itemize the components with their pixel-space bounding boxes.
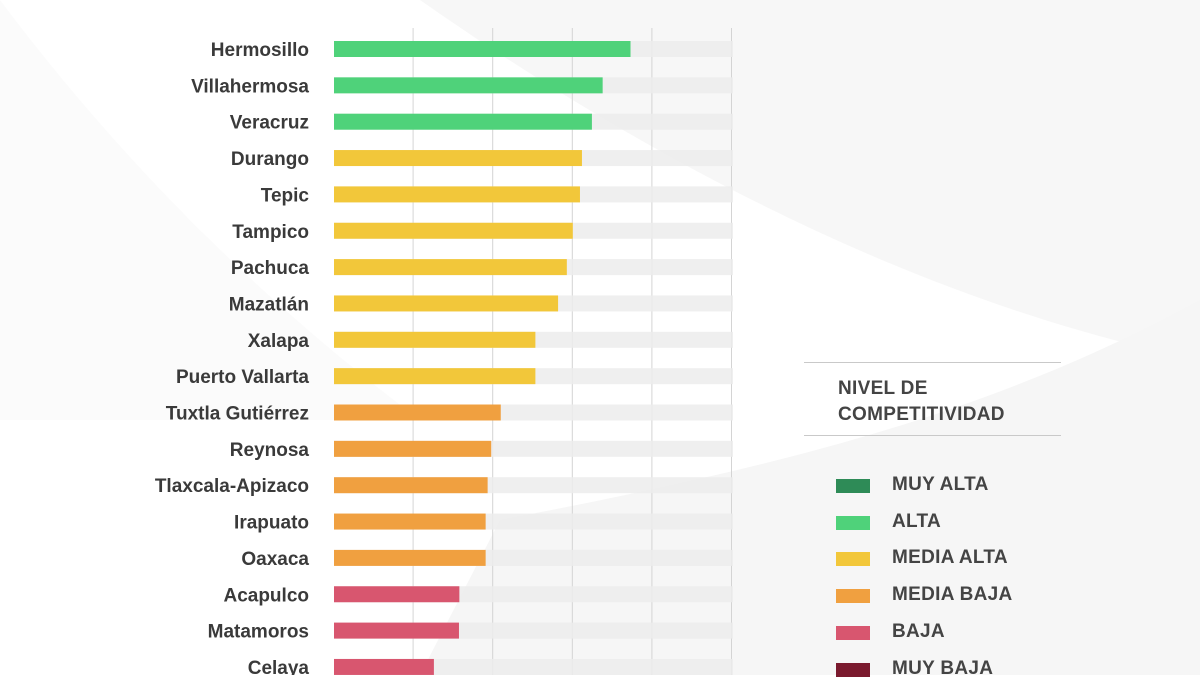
legend: NIVEL DE COMPETITIVIDAD MUY ALTA ALTA ME… bbox=[804, 362, 1062, 679]
category-labels: Hermosillo Villahermosa Veracruz Durango Tep… bbox=[155, 40, 310, 675]
bar-tracks bbox=[334, 41, 733, 675]
category-label-irapuato: Irapuato bbox=[234, 513, 309, 534]
category-label-tepic: Tepic bbox=[261, 185, 310, 206]
legend-label-alta: ALTA bbox=[892, 511, 942, 532]
bar-puerto-vallarta bbox=[334, 368, 536, 385]
legend-item-media-alta: MEDIA ALTA bbox=[836, 546, 1066, 570]
legend-swatch-media-alta bbox=[836, 552, 870, 566]
bar-chart: Hermosillo Villahermosa Veracruz Durango Tep… bbox=[155, 28, 733, 675]
bar-tampico bbox=[334, 222, 573, 239]
bar-mazatlan bbox=[334, 295, 559, 312]
category-label-durango: Durango bbox=[231, 149, 309, 170]
bar-tuxtla-gutierrez bbox=[334, 404, 501, 421]
category-label-matamoros: Matamoros bbox=[208, 622, 309, 643]
bar-matamoros bbox=[334, 622, 459, 639]
category-label-hermosillo: Hermosillo bbox=[211, 40, 309, 61]
legend-item-alta: ALTA bbox=[836, 510, 1066, 534]
category-label-tlaxcala-apizaco: Tlaxcala-Apizaco bbox=[155, 476, 309, 497]
legend-item-muy-alta: MUY ALTA bbox=[836, 473, 1066, 497]
legend-item-baja: BAJA bbox=[836, 620, 1066, 644]
grid-lines bbox=[412, 28, 732, 675]
category-label-reynosa: Reynosa bbox=[230, 440, 310, 461]
bar-xalapa bbox=[334, 331, 536, 348]
legend-swatch-muy-alta bbox=[836, 479, 870, 493]
category-label-celaya: Celaya bbox=[248, 658, 310, 675]
legend-label-muy-alta: MUY ALTA bbox=[892, 474, 989, 495]
bar-acapulco bbox=[334, 586, 460, 603]
legend-swatch-media-baja bbox=[836, 589, 870, 603]
legend-label-media-alta: MEDIA ALTA bbox=[892, 547, 1008, 568]
legend-item-media-baja: MEDIA BAJA bbox=[836, 583, 1066, 607]
bars bbox=[334, 41, 631, 675]
bar-hermosillo bbox=[334, 41, 631, 57]
bar-celaya bbox=[334, 658, 434, 675]
bar-pachuca bbox=[334, 259, 567, 276]
category-label-villahermosa: Villahermosa bbox=[191, 76, 309, 97]
legend-label-media-baja: MEDIA BAJA bbox=[892, 584, 1013, 605]
legend-swatch-alta bbox=[836, 516, 870, 530]
legend-divider bbox=[804, 435, 1061, 436]
category-label-tuxtla-gutierrez: Tuxtla Gutiérrez bbox=[166, 404, 309, 425]
legend-label-baja: BAJA bbox=[892, 621, 945, 642]
category-label-veracruz: Veracruz bbox=[230, 113, 309, 134]
bar-oaxaca bbox=[334, 549, 486, 566]
bar-villahermosa bbox=[334, 77, 603, 94]
legend-swatch-baja bbox=[836, 626, 870, 640]
bar-tlaxcala-apizaco bbox=[334, 477, 488, 494]
category-label-mazatlan: Mazatlán bbox=[229, 294, 309, 315]
category-label-pachuca: Pachuca bbox=[231, 258, 310, 279]
bar-veracruz bbox=[334, 113, 592, 130]
bar-tepic bbox=[334, 186, 580, 203]
bar-reynosa bbox=[334, 440, 492, 457]
category-label-xalapa: Xalapa bbox=[248, 331, 310, 352]
legend-label-muy-baja: MUY BAJA bbox=[892, 658, 994, 679]
legend-swatch-muy-baja bbox=[836, 663, 870, 677]
category-label-puerto-vallarta: Puerto Vallarta bbox=[176, 367, 309, 388]
category-label-acapulco: Acapulco bbox=[223, 585, 309, 606]
bar-irapuato bbox=[334, 513, 486, 530]
legend-item-muy-baja: MUY BAJA bbox=[836, 657, 1066, 681]
category-label-tampico: Tampico bbox=[232, 222, 309, 243]
category-label-oaxaca: Oaxaca bbox=[241, 549, 309, 570]
legend-title: NIVEL DE COMPETITIVIDAD bbox=[838, 378, 1005, 425]
bar-durango bbox=[334, 150, 582, 167]
legend-top-rule bbox=[804, 362, 1061, 363]
